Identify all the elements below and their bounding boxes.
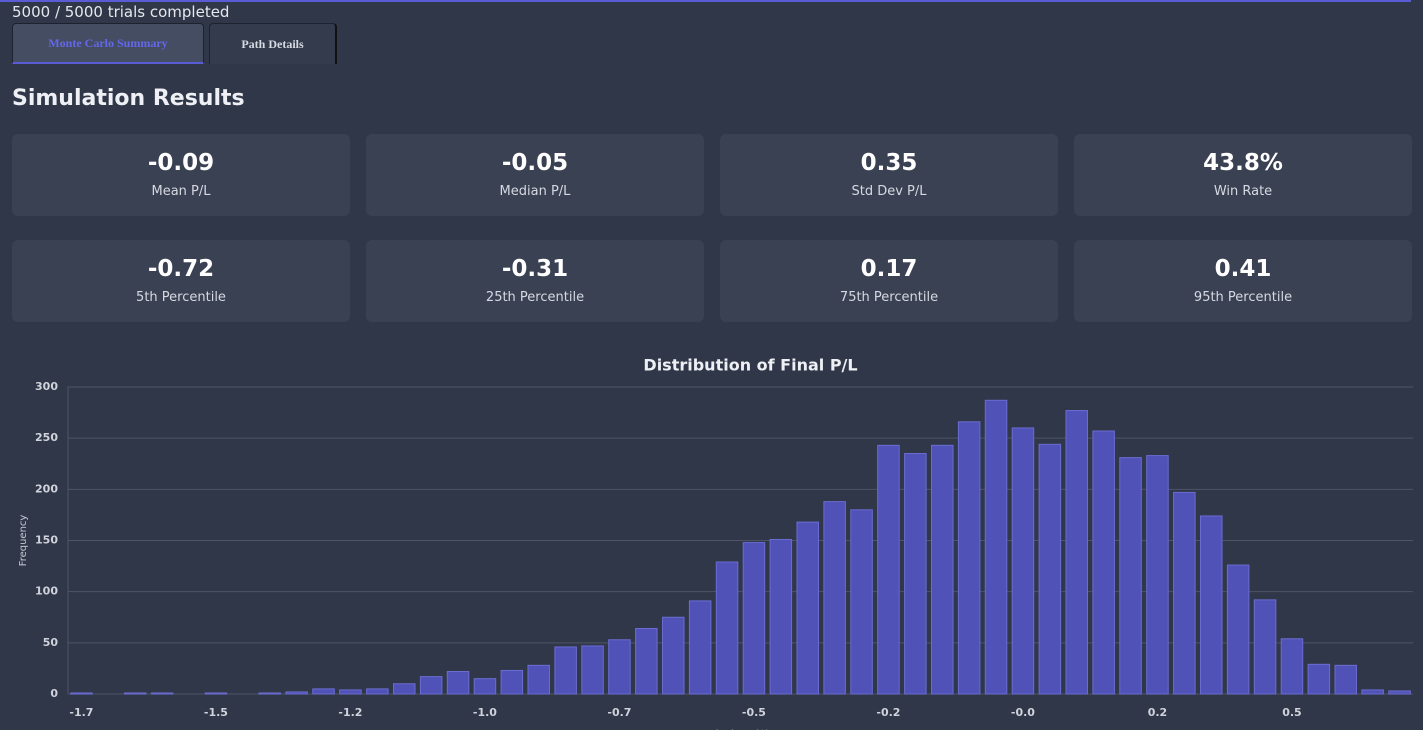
bar	[984, 399, 1008, 695]
x-tick-label: -0.7	[607, 706, 631, 719]
bar	[339, 689, 362, 695]
stat-card: 0.17 75th Percentile	[720, 240, 1058, 322]
bar	[1173, 491, 1196, 695]
stat-card: 0.41 95th Percentile	[1074, 240, 1412, 322]
stat-label: 75th Percentile	[839, 290, 939, 305]
bar	[957, 421, 981, 695]
heading: Simulation Results	[12, 86, 245, 111]
stat-card: -0.31 25th Percentile	[366, 240, 704, 322]
bar	[823, 501, 846, 695]
bar	[796, 521, 820, 695]
stat-value: -0.05	[501, 150, 569, 176]
stat-label: 95th Percentile	[1193, 290, 1293, 305]
x-tick-label: -0.2	[876, 706, 900, 719]
bar	[635, 628, 658, 695]
progress-bar	[0, 0, 1411, 2]
stat-value: 0.35	[860, 150, 918, 176]
bar	[930, 444, 954, 695]
bar	[1307, 663, 1331, 695]
bar	[1388, 690, 1411, 695]
bar	[1038, 443, 1062, 695]
bar	[123, 692, 147, 695]
stat-label: Std Dev P/L	[851, 184, 927, 199]
x-tick-label: 0.2	[1148, 706, 1168, 719]
bar	[1226, 564, 1250, 695]
bar	[1253, 599, 1277, 695]
bar	[1119, 457, 1142, 695]
bar	[877, 444, 900, 695]
bar	[608, 639, 631, 695]
x-tick-label: -1.0	[473, 706, 497, 719]
bar	[419, 676, 443, 695]
bar	[769, 538, 793, 695]
bar	[258, 692, 282, 695]
y-tick-label: 50	[43, 636, 59, 649]
bar	[1011, 427, 1035, 695]
bar	[1092, 430, 1115, 695]
stat-label: Win Rate	[1213, 184, 1273, 199]
y-tick-label: 300	[35, 380, 58, 393]
y-tick-label: 150	[35, 534, 58, 547]
bar	[70, 692, 93, 695]
x-tick-label: -1.7	[69, 706, 93, 719]
stat-label: Mean P/L	[151, 184, 211, 199]
tab[interactable]: Path Details	[209, 23, 337, 64]
y-tick-label: 250	[35, 431, 58, 444]
bar	[312, 688, 335, 695]
bar	[661, 616, 685, 695]
progress-text: 5000 / 5000 trials completed	[12, 3, 230, 21]
y-tick-label: 200	[35, 482, 58, 495]
y-axis-label: Frequency	[18, 515, 29, 567]
stat-value: -0.31	[501, 256, 569, 282]
bar	[366, 688, 389, 695]
chart-title: Distribution of Final P/L	[643, 356, 857, 375]
bar	[285, 691, 308, 695]
stat-label: 25th Percentile	[485, 290, 585, 305]
tab[interactable]: Monte Carlo Summary	[12, 23, 204, 64]
stat-value: 0.41	[1214, 256, 1272, 282]
stat-card: -0.09 Mean P/L	[12, 134, 350, 216]
bar	[1065, 410, 1089, 695]
stat-value: -0.72	[147, 256, 215, 282]
bar	[1199, 515, 1223, 695]
bar	[473, 678, 497, 695]
stat-card: -0.05 Median P/L	[366, 134, 704, 216]
stat-value: -0.09	[147, 150, 215, 176]
bar	[742, 542, 766, 695]
y-tick-label: 0	[50, 687, 58, 700]
bar	[527, 664, 551, 695]
stat-label: Median P/L	[499, 184, 571, 199]
bar	[150, 692, 174, 695]
x-tick-label: -0.0	[1011, 706, 1035, 719]
bar	[850, 509, 873, 695]
x-tick-label: -0.5	[742, 706, 766, 719]
bar	[581, 645, 604, 695]
stat-value: 0.17	[860, 256, 918, 282]
x-tick-label: 0.5	[1282, 706, 1302, 719]
bar	[1334, 664, 1358, 695]
bar	[392, 683, 416, 695]
bar	[446, 670, 470, 695]
stat-value: 43.8%	[1203, 150, 1283, 176]
y-tick-label: 100	[35, 585, 58, 598]
bar	[204, 692, 228, 695]
bar	[1280, 638, 1304, 695]
bar	[688, 600, 712, 695]
bar	[715, 561, 739, 695]
bar	[1146, 455, 1169, 695]
bar	[1361, 689, 1384, 695]
bar	[500, 669, 524, 695]
bar	[554, 646, 577, 695]
x-tick-label: -1.2	[338, 706, 362, 719]
stat-card: 43.8% Win Rate	[1074, 134, 1412, 216]
stat-card: -0.72 5th Percentile	[12, 240, 350, 322]
x-tick-label: -1.5	[204, 706, 228, 719]
stat-card: 0.35 Std Dev P/L	[720, 134, 1058, 216]
stat-label: 5th Percentile	[136, 290, 226, 305]
bar	[904, 453, 927, 695]
